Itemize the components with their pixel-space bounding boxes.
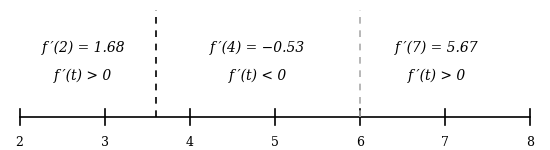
Text: 5: 5 [271, 136, 279, 149]
Text: f ′(t) > 0: f ′(t) > 0 [54, 69, 113, 83]
Text: 6: 6 [356, 136, 364, 149]
Text: 3: 3 [101, 136, 109, 149]
Text: f ′(t) > 0: f ′(t) > 0 [408, 69, 466, 83]
Text: f ′(2) = 1.68: f ′(2) = 1.68 [42, 41, 125, 56]
Text: f ′(t) < 0: f ′(t) < 0 [229, 69, 287, 83]
Text: 4: 4 [186, 136, 194, 149]
Text: f ′(7) = 5.67: f ′(7) = 5.67 [395, 41, 478, 56]
Text: 7: 7 [442, 136, 449, 149]
Text: 2: 2 [15, 136, 24, 149]
Text: f ′(4) = −0.53: f ′(4) = −0.53 [210, 41, 306, 56]
Text: 8: 8 [526, 136, 535, 149]
